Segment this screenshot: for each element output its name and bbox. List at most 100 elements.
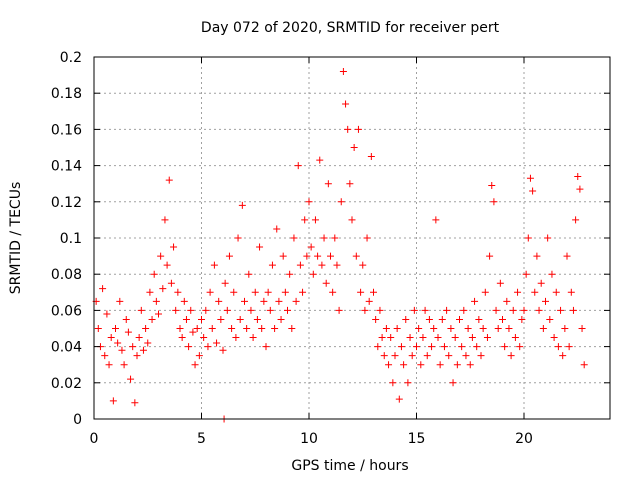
data-point — [129, 343, 137, 351]
y-tick-label: 0.2 — [60, 50, 82, 66]
data-point — [348, 216, 356, 224]
data-point — [464, 325, 472, 332]
data-point — [174, 288, 182, 296]
data-point — [142, 325, 150, 332]
data-point — [94, 325, 102, 332]
data-point — [483, 334, 491, 342]
data-point — [225, 252, 233, 260]
data-point — [234, 234, 242, 242]
data-point — [105, 361, 113, 369]
data-point — [172, 306, 180, 314]
data-point — [112, 325, 119, 332]
data-point — [118, 346, 126, 354]
data-point — [430, 325, 438, 332]
data-point — [198, 315, 205, 323]
data-point — [548, 270, 556, 278]
data-point — [342, 100, 350, 108]
x-tick-labels: 0 5 10 15 20 — [90, 431, 533, 447]
data-point — [294, 162, 302, 170]
data-point — [219, 346, 227, 354]
data-point — [352, 252, 360, 260]
data-point — [288, 325, 296, 332]
data-point — [271, 325, 279, 332]
data-point — [410, 306, 418, 314]
data-point — [101, 352, 109, 360]
data-point — [99, 285, 107, 293]
data-point — [557, 306, 565, 314]
data-point — [346, 180, 354, 188]
data-point — [505, 325, 513, 332]
data-point — [281, 288, 289, 296]
data-point — [535, 306, 543, 314]
data-point — [215, 297, 223, 305]
data-point — [127, 375, 135, 383]
x-tick-label: 10 — [300, 431, 318, 447]
data-point — [195, 352, 203, 360]
data-point — [417, 361, 425, 369]
data-point — [425, 315, 433, 323]
data-point — [516, 343, 524, 351]
data-point — [546, 315, 554, 323]
data-point — [228, 325, 236, 332]
data-point — [238, 201, 246, 209]
data-point — [202, 306, 210, 314]
data-point — [139, 346, 147, 354]
data-point — [275, 297, 283, 305]
data-point — [157, 252, 165, 260]
data-point — [518, 315, 526, 323]
data-point — [404, 379, 412, 387]
data-point — [406, 334, 414, 342]
data-point — [314, 252, 322, 260]
data-point — [109, 397, 117, 405]
data-point — [363, 234, 371, 242]
data-point — [382, 325, 390, 332]
data-point — [120, 361, 128, 369]
data-point — [445, 352, 453, 360]
data-point — [468, 334, 476, 342]
data-point — [133, 352, 141, 360]
data-point — [486, 252, 494, 260]
data-point — [137, 306, 145, 314]
data-point — [116, 297, 124, 305]
data-point — [451, 334, 459, 342]
data-point — [374, 343, 382, 351]
data-point — [180, 297, 188, 305]
data-point — [496, 279, 504, 287]
y-tick-label: 0.14 — [51, 159, 82, 175]
data-point — [296, 261, 304, 269]
data-point — [514, 288, 522, 296]
data-point — [578, 325, 586, 332]
data-point — [440, 343, 448, 351]
data-point — [376, 306, 384, 314]
data-point — [552, 288, 560, 296]
data-point — [488, 182, 496, 190]
data-point — [324, 180, 332, 188]
data-point — [301, 216, 309, 224]
data-point — [241, 297, 248, 305]
data-point — [380, 352, 388, 360]
data-point — [563, 252, 571, 260]
data-point — [247, 306, 255, 314]
data-point — [533, 252, 541, 260]
data-point — [361, 306, 369, 314]
data-point — [230, 288, 238, 296]
data-point — [436, 361, 444, 369]
data-point — [449, 379, 457, 387]
data-point — [311, 216, 319, 224]
y-tick-label: 0.04 — [51, 340, 82, 356]
data-point — [103, 310, 111, 318]
data-point — [262, 343, 270, 351]
data-point — [421, 306, 429, 314]
data-point — [185, 343, 193, 351]
data-point — [253, 315, 261, 323]
data-point — [236, 315, 244, 323]
data-point — [144, 339, 152, 347]
data-point — [152, 297, 160, 305]
data-point — [359, 261, 367, 269]
data-point — [303, 252, 311, 260]
data-point — [191, 361, 199, 369]
data-point — [477, 352, 485, 360]
data-point — [249, 334, 257, 342]
data-point — [217, 315, 225, 323]
y-tick-label: 0 — [73, 412, 82, 428]
